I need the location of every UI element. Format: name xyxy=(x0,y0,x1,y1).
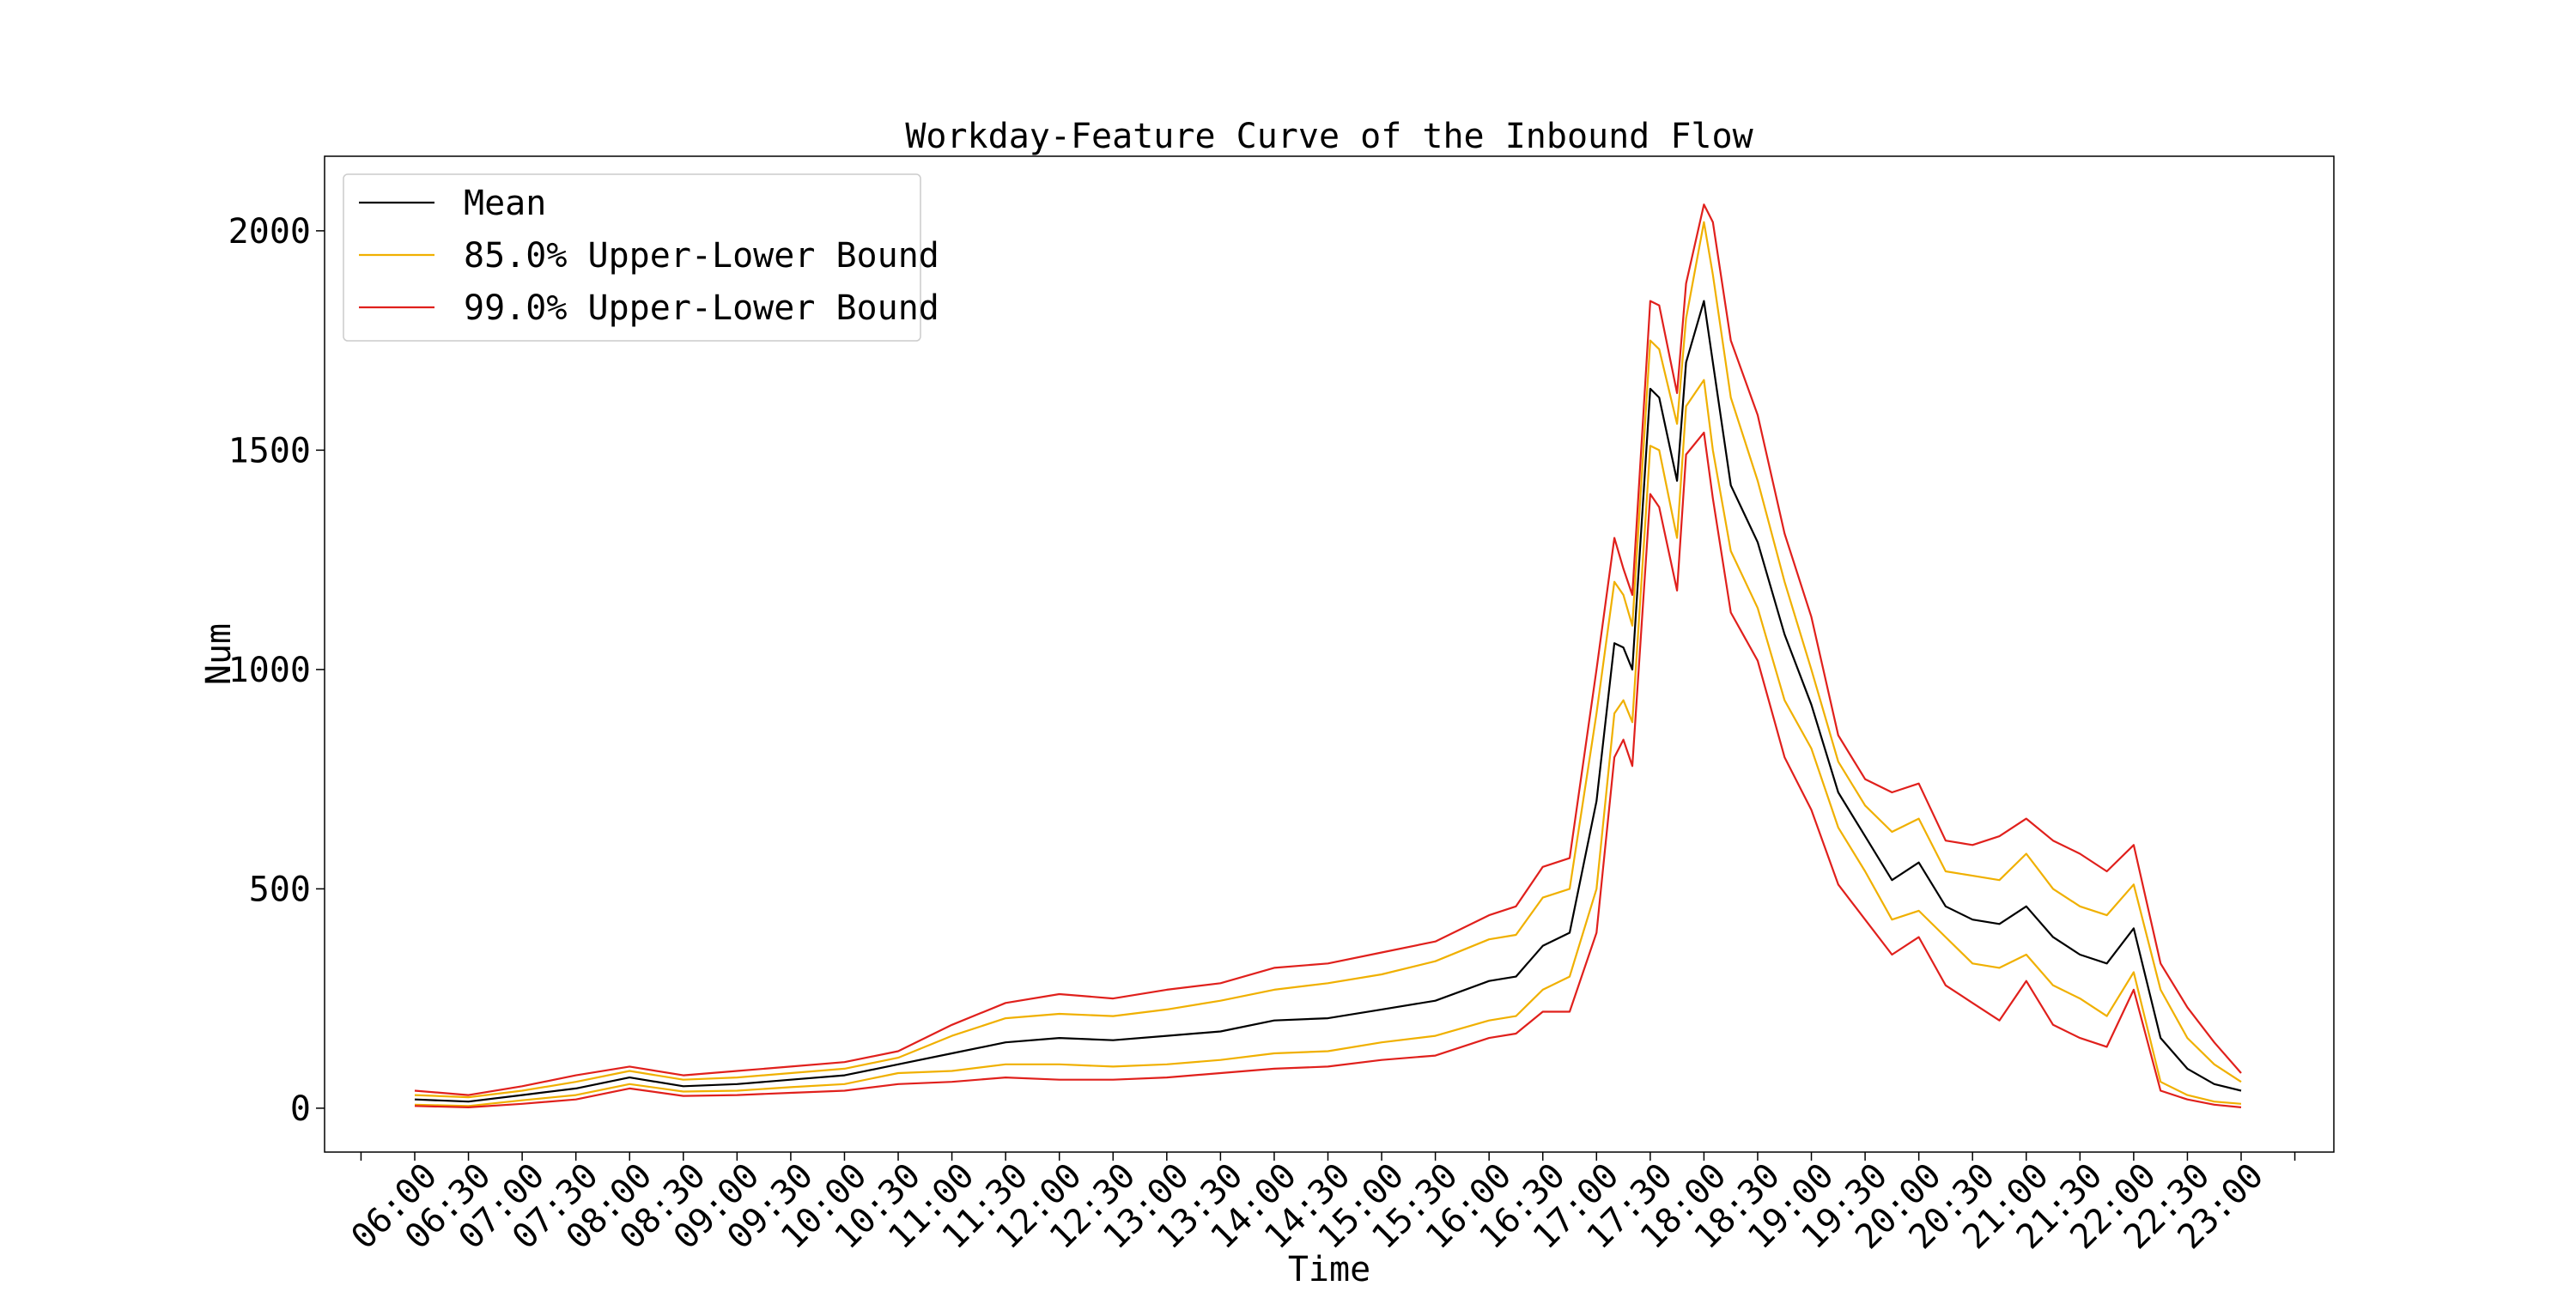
chart-title: Workday-Feature Curve of the Inbound Flo… xyxy=(905,117,1753,156)
legend-label: 85.0% Upper-Lower Bound xyxy=(464,236,939,276)
legend: Mean 85.0% Upper-Lower Bound 99.0% Upper-L… xyxy=(343,173,939,342)
x-axis-title: Time xyxy=(1288,1250,1370,1288)
series-line xyxy=(414,300,2242,1103)
legend-label: 99.0% Upper-Lower Bound xyxy=(464,288,939,328)
legend-box xyxy=(343,173,921,342)
series-line xyxy=(414,221,2242,1099)
y-tick-label: 0 xyxy=(290,1089,311,1129)
plot-area xyxy=(414,203,2242,1109)
plot-frame xyxy=(324,155,2335,1153)
series-line xyxy=(414,379,2242,1107)
y-tick-label: 1000 xyxy=(228,651,311,690)
y-axis-title: Num xyxy=(199,623,239,685)
y-tick-label: 500 xyxy=(249,870,311,909)
series-line xyxy=(414,431,2242,1109)
y-tick-label: 1500 xyxy=(228,431,311,470)
y-tick-label: 2000 xyxy=(228,212,311,252)
legend-label: Mean xyxy=(464,184,546,223)
series-line xyxy=(414,203,2242,1096)
